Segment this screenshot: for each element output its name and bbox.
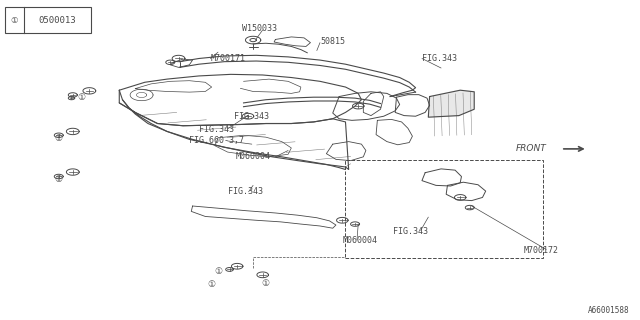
Text: W150033: W150033 bbox=[243, 24, 277, 33]
Text: FIG.343: FIG.343 bbox=[199, 125, 234, 134]
Text: ①: ① bbox=[54, 175, 63, 184]
Text: ①: ① bbox=[214, 267, 222, 276]
Text: FIG.343: FIG.343 bbox=[422, 54, 457, 63]
Text: ①: ① bbox=[207, 280, 216, 289]
Text: M700171: M700171 bbox=[211, 54, 245, 63]
Polygon shape bbox=[428, 90, 474, 117]
Text: ①: ① bbox=[10, 16, 18, 25]
Text: A66001588: A66001588 bbox=[588, 307, 629, 316]
Text: M060004: M060004 bbox=[236, 152, 271, 161]
Text: ①: ① bbox=[54, 134, 63, 143]
Text: 50815: 50815 bbox=[320, 36, 345, 45]
Text: FIG.660-3,7: FIG.660-3,7 bbox=[189, 136, 244, 146]
Text: ①: ① bbox=[262, 279, 270, 288]
Text: FIG.343: FIG.343 bbox=[228, 187, 262, 196]
Text: M700172: M700172 bbox=[524, 246, 559, 255]
Text: ①: ① bbox=[77, 93, 85, 102]
Text: FIG.343: FIG.343 bbox=[234, 112, 269, 121]
Text: M060004: M060004 bbox=[342, 236, 378, 245]
Bar bbox=[346, 160, 543, 258]
Text: FIG.343: FIG.343 bbox=[394, 227, 428, 236]
Text: FRONT: FRONT bbox=[515, 144, 546, 153]
Text: 0500013: 0500013 bbox=[38, 16, 76, 25]
Bar bbox=[4, 7, 91, 33]
